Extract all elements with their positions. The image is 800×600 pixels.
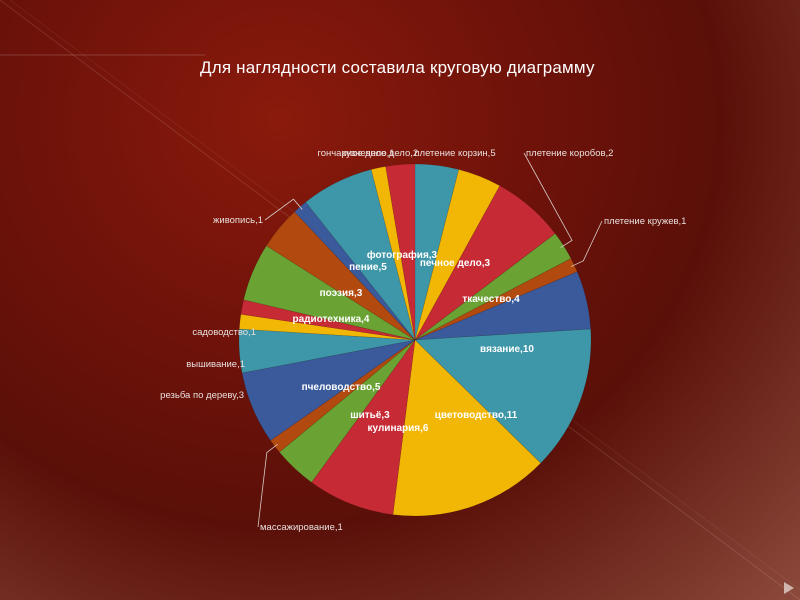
pie-slice-label: пение,5 xyxy=(349,262,387,273)
pie-slice-label: радиотехника,4 xyxy=(292,314,369,325)
pie-slice xyxy=(243,245,416,341)
pie-slice xyxy=(392,339,542,517)
pie-slice xyxy=(240,299,416,341)
pie-slice-label: гончарное дело,1 xyxy=(317,148,394,159)
pie-slice xyxy=(370,166,416,341)
leader-line xyxy=(257,443,278,528)
pie-slice xyxy=(414,169,501,341)
pie-slice xyxy=(265,211,416,341)
pie-slice-label: шитьё,3 xyxy=(350,410,390,421)
slide-title: Для наглядности составила круговую диагр… xyxy=(200,58,595,77)
pie-slice xyxy=(278,339,416,483)
pie-slice-label: фотография,3 xyxy=(367,249,438,261)
pie-slice xyxy=(239,313,416,341)
pie-slice xyxy=(311,339,416,515)
pie-slice-label: плетение коробов,2 xyxy=(526,148,613,159)
pie-slice-label: кулинария,6 xyxy=(368,423,429,434)
leader-line xyxy=(570,220,603,267)
pie-slice-label: массажирование,1 xyxy=(260,522,343,533)
pie-slice-label: плетение кружев,1 xyxy=(604,216,686,227)
pie-slice-label: вязание,10 xyxy=(480,344,534,355)
pie-slice xyxy=(385,163,416,341)
pie-slice xyxy=(414,185,556,341)
pie-slice-label: пчеловодство,5 xyxy=(302,382,381,393)
pie-slice xyxy=(241,339,416,441)
pie-slice-label: кузнечное дело,2 xyxy=(342,148,418,159)
pie-slice xyxy=(414,271,591,341)
pie-slice-label: вышивание,1 xyxy=(186,359,245,370)
leader-line xyxy=(523,152,573,248)
pie-slice xyxy=(414,163,460,341)
pie-slice-label: печное дело,3 xyxy=(420,258,491,269)
pie-slice-label: живопись,1 xyxy=(213,215,263,226)
next-arrow-icon xyxy=(784,582,794,594)
pie-slice xyxy=(238,328,416,374)
leader-line xyxy=(264,198,303,221)
pie-slice-label: ткачество,4 xyxy=(462,294,520,305)
pie-slice-label: садоводство,1 xyxy=(192,327,256,338)
pie-slice xyxy=(305,169,416,341)
pie-slice-label: цветоводство,11 xyxy=(435,410,518,421)
pie-slice-label: плетение корзин,5 xyxy=(414,148,495,159)
pie-slice-label: резьба по дереву,3 xyxy=(160,390,244,401)
pie-slice-label: поэзия,3 xyxy=(320,288,363,299)
pie-slice xyxy=(414,328,592,464)
